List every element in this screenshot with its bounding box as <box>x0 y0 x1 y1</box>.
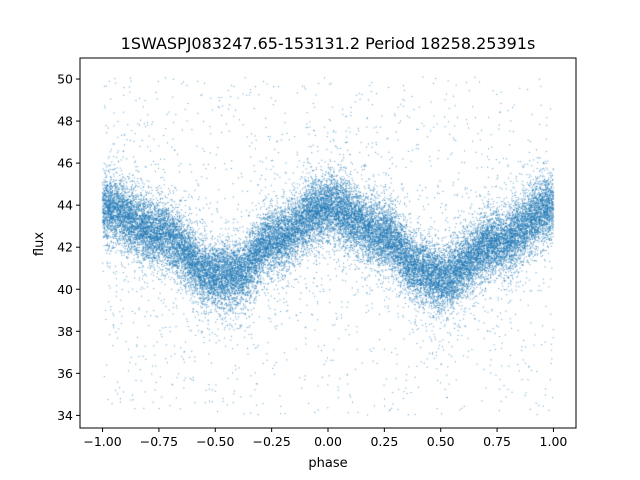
y-tick-label: 42 <box>57 240 73 255</box>
y-tick-label: 48 <box>57 114 73 129</box>
y-tick-label: 34 <box>57 408 73 423</box>
y-tick-label: 36 <box>57 366 73 381</box>
x-tick-label: 1.00 <box>540 434 568 449</box>
x-tick-label: 0.00 <box>314 434 342 449</box>
y-tick-label: 40 <box>57 282 73 297</box>
y-axis: 34 36 38 40 42 44 46 48 50 <box>57 72 80 423</box>
x-tick-label: 0.75 <box>483 434 511 449</box>
chart-title: 1SWASPJ083247.65-153131.2 Period 18258.2… <box>121 34 536 53</box>
scatter-points <box>80 58 576 428</box>
x-axis-label: phase <box>308 456 347 471</box>
y-tick-label: 38 <box>57 324 73 339</box>
x-tick-label: 0.50 <box>427 434 455 449</box>
x-tick-label: 0.25 <box>370 434 398 449</box>
x-tick-label: −1.00 <box>83 434 121 449</box>
y-tick-label: 46 <box>57 156 73 171</box>
y-axis-label: flux <box>32 232 47 256</box>
y-tick-label: 50 <box>57 72 73 87</box>
x-axis: −1.00 −0.75 −0.50 −0.25 0.00 0.25 0.50 0.75 1.00 <box>83 428 567 449</box>
plot-frame <box>79 57 577 429</box>
x-tick-label: −0.50 <box>196 434 234 449</box>
y-tick-label: 44 <box>57 198 73 213</box>
x-tick-label: −0.75 <box>140 434 178 449</box>
x-tick-label: −0.25 <box>252 434 290 449</box>
